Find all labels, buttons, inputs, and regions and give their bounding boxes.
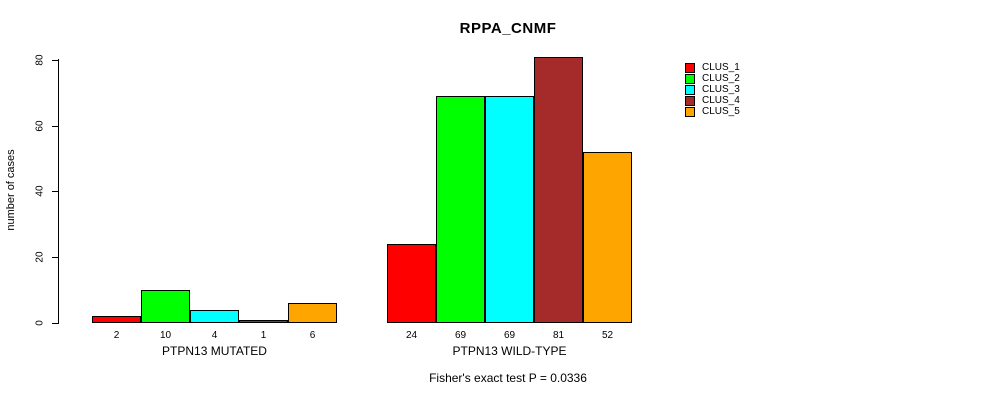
y-axis-tick (52, 60, 59, 61)
y-axis-tick-label: 60 (34, 120, 46, 132)
y-axis-tick-label: 80 (34, 54, 46, 66)
bar-clus_4 (534, 57, 583, 323)
bar-clus_4 (239, 320, 288, 323)
legend-label: CLUS_2 (702, 73, 740, 84)
bar-value-label: 1 (260, 330, 267, 341)
y-axis-tick (52, 257, 59, 258)
annotation-text: Fisher's exact test P = 0.0336 (429, 371, 587, 385)
bar-clus_1 (387, 244, 436, 323)
y-axis-tick (52, 126, 59, 127)
bar-clus_1 (92, 316, 141, 323)
bar-clus_2 (436, 96, 485, 323)
bar-value-label: 6 (309, 330, 316, 341)
legend-swatch-clus_3 (685, 85, 695, 95)
bar-clus_5 (288, 303, 337, 323)
y-axis-tick-label: 20 (34, 251, 46, 263)
y-axis-tick-label: 0 (34, 320, 46, 326)
legend-swatch-clus_2 (685, 74, 695, 84)
legend-swatch-clus_5 (685, 107, 695, 117)
legend-swatch-clus_4 (685, 96, 695, 106)
bar-value-label: 52 (601, 330, 614, 341)
y-axis-tick-label: 40 (34, 185, 46, 197)
legend-label: CLUS_1 (702, 62, 740, 73)
legend-label: CLUS_5 (702, 106, 740, 117)
bar-value-label: 69 (503, 330, 516, 341)
bar-value-label: 69 (454, 330, 467, 341)
y-axis-tick (52, 191, 59, 192)
y-axis-tick (52, 323, 59, 324)
legend-label: CLUS_4 (702, 95, 740, 106)
bar-value-label: 24 (405, 330, 418, 341)
bar-clus_5 (583, 152, 632, 323)
bar-value-label: 4 (211, 330, 218, 341)
bar-value-label: 10 (159, 330, 172, 341)
legend-label: CLUS_3 (702, 84, 740, 95)
legend-swatch-clus_1 (685, 63, 695, 73)
bar-value-label: 81 (552, 330, 565, 341)
y-axis-label: number of cases (5, 149, 17, 231)
bar-clus_2 (141, 290, 190, 323)
chart-title: RPPA_CNMF (459, 20, 557, 37)
bar-clus_3 (485, 96, 534, 323)
category-label: PTPN13 MUTATED (162, 344, 267, 358)
bar-clus_3 (190, 310, 239, 323)
category-label: PTPN13 WILD-TYPE (452, 344, 567, 358)
bar-value-label: 2 (113, 330, 120, 341)
